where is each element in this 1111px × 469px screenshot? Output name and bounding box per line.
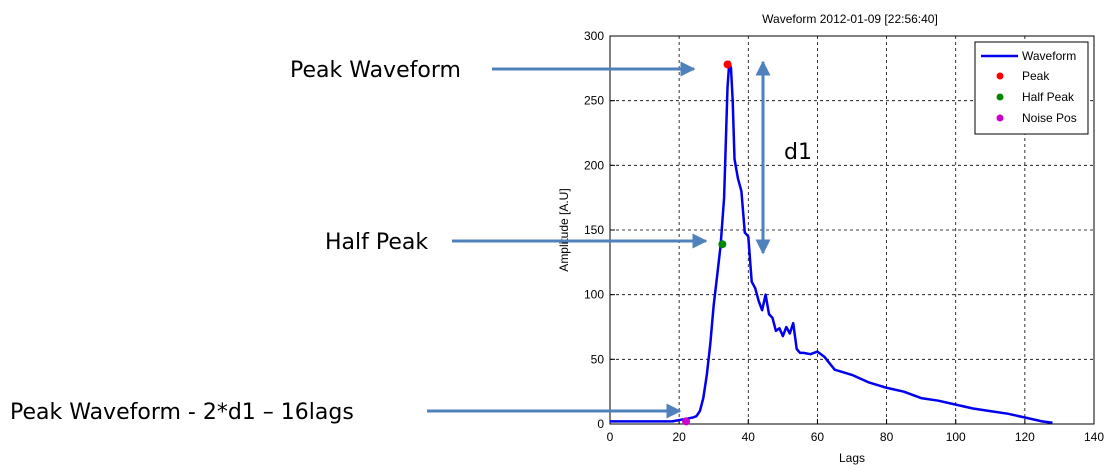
x-tick-label: 0 bbox=[607, 430, 614, 444]
x-tick-label: 120 bbox=[1015, 430, 1035, 444]
x-tick-label: 80 bbox=[880, 430, 894, 444]
marker-half-peak bbox=[718, 240, 727, 249]
y-tick-label: 250 bbox=[584, 94, 604, 108]
legend-swatch-noise-pos bbox=[996, 114, 1004, 122]
chart-grid bbox=[610, 36, 1094, 424]
y-tick-label: 300 bbox=[584, 29, 604, 43]
legend: Waveform Peak Half Peak Noise Pos bbox=[974, 41, 1089, 135]
legend-swatch-peak bbox=[996, 72, 1004, 80]
x-axis-label: Lags bbox=[839, 451, 865, 465]
annotation-half-peak: Half Peak bbox=[325, 230, 428, 255]
marker-peak bbox=[723, 60, 732, 69]
y-tick-label: 150 bbox=[584, 223, 604, 237]
legend-swatch-half-peak bbox=[996, 93, 1004, 101]
x-tick-label: 140 bbox=[1084, 430, 1104, 444]
y-tick-label: 200 bbox=[584, 158, 604, 172]
x-tick-label: 60 bbox=[811, 430, 825, 444]
series-line-waveform bbox=[610, 60, 1053, 424]
x-tick-label: 20 bbox=[672, 430, 686, 444]
x-tick-label: 40 bbox=[742, 430, 756, 444]
series-markers bbox=[682, 60, 732, 426]
x-tick-label: 100 bbox=[946, 430, 966, 444]
legend-label-peak: Peak bbox=[1022, 69, 1050, 83]
annotation-peak-waveform: Peak Waveform bbox=[290, 58, 461, 83]
legend-label-half-peak: Half Peak bbox=[1022, 90, 1075, 104]
y-tick-label: 0 bbox=[597, 417, 604, 431]
legend-label-noise-pos: Noise Pos bbox=[1022, 111, 1077, 125]
legend-label-waveform: Waveform bbox=[1022, 49, 1076, 63]
axis-ticks: 0 20 40 60 80 100 120 140 0 50 100 150 200 250 300 bbox=[584, 29, 1104, 444]
y-axis-label: Amplitude [A.U] bbox=[557, 188, 571, 271]
annotation-d1: d1 bbox=[784, 140, 812, 165]
y-tick-label: 50 bbox=[591, 352, 605, 366]
y-tick-label: 100 bbox=[584, 288, 604, 302]
annotation-noise-pos: Peak Waveform - 2*d1 – 16lags bbox=[10, 400, 354, 425]
marker-noise-pos bbox=[682, 417, 691, 426]
legend-box bbox=[974, 41, 1089, 135]
chart-title: Waveform 2012-01-09 [22:56:40] bbox=[762, 12, 938, 26]
